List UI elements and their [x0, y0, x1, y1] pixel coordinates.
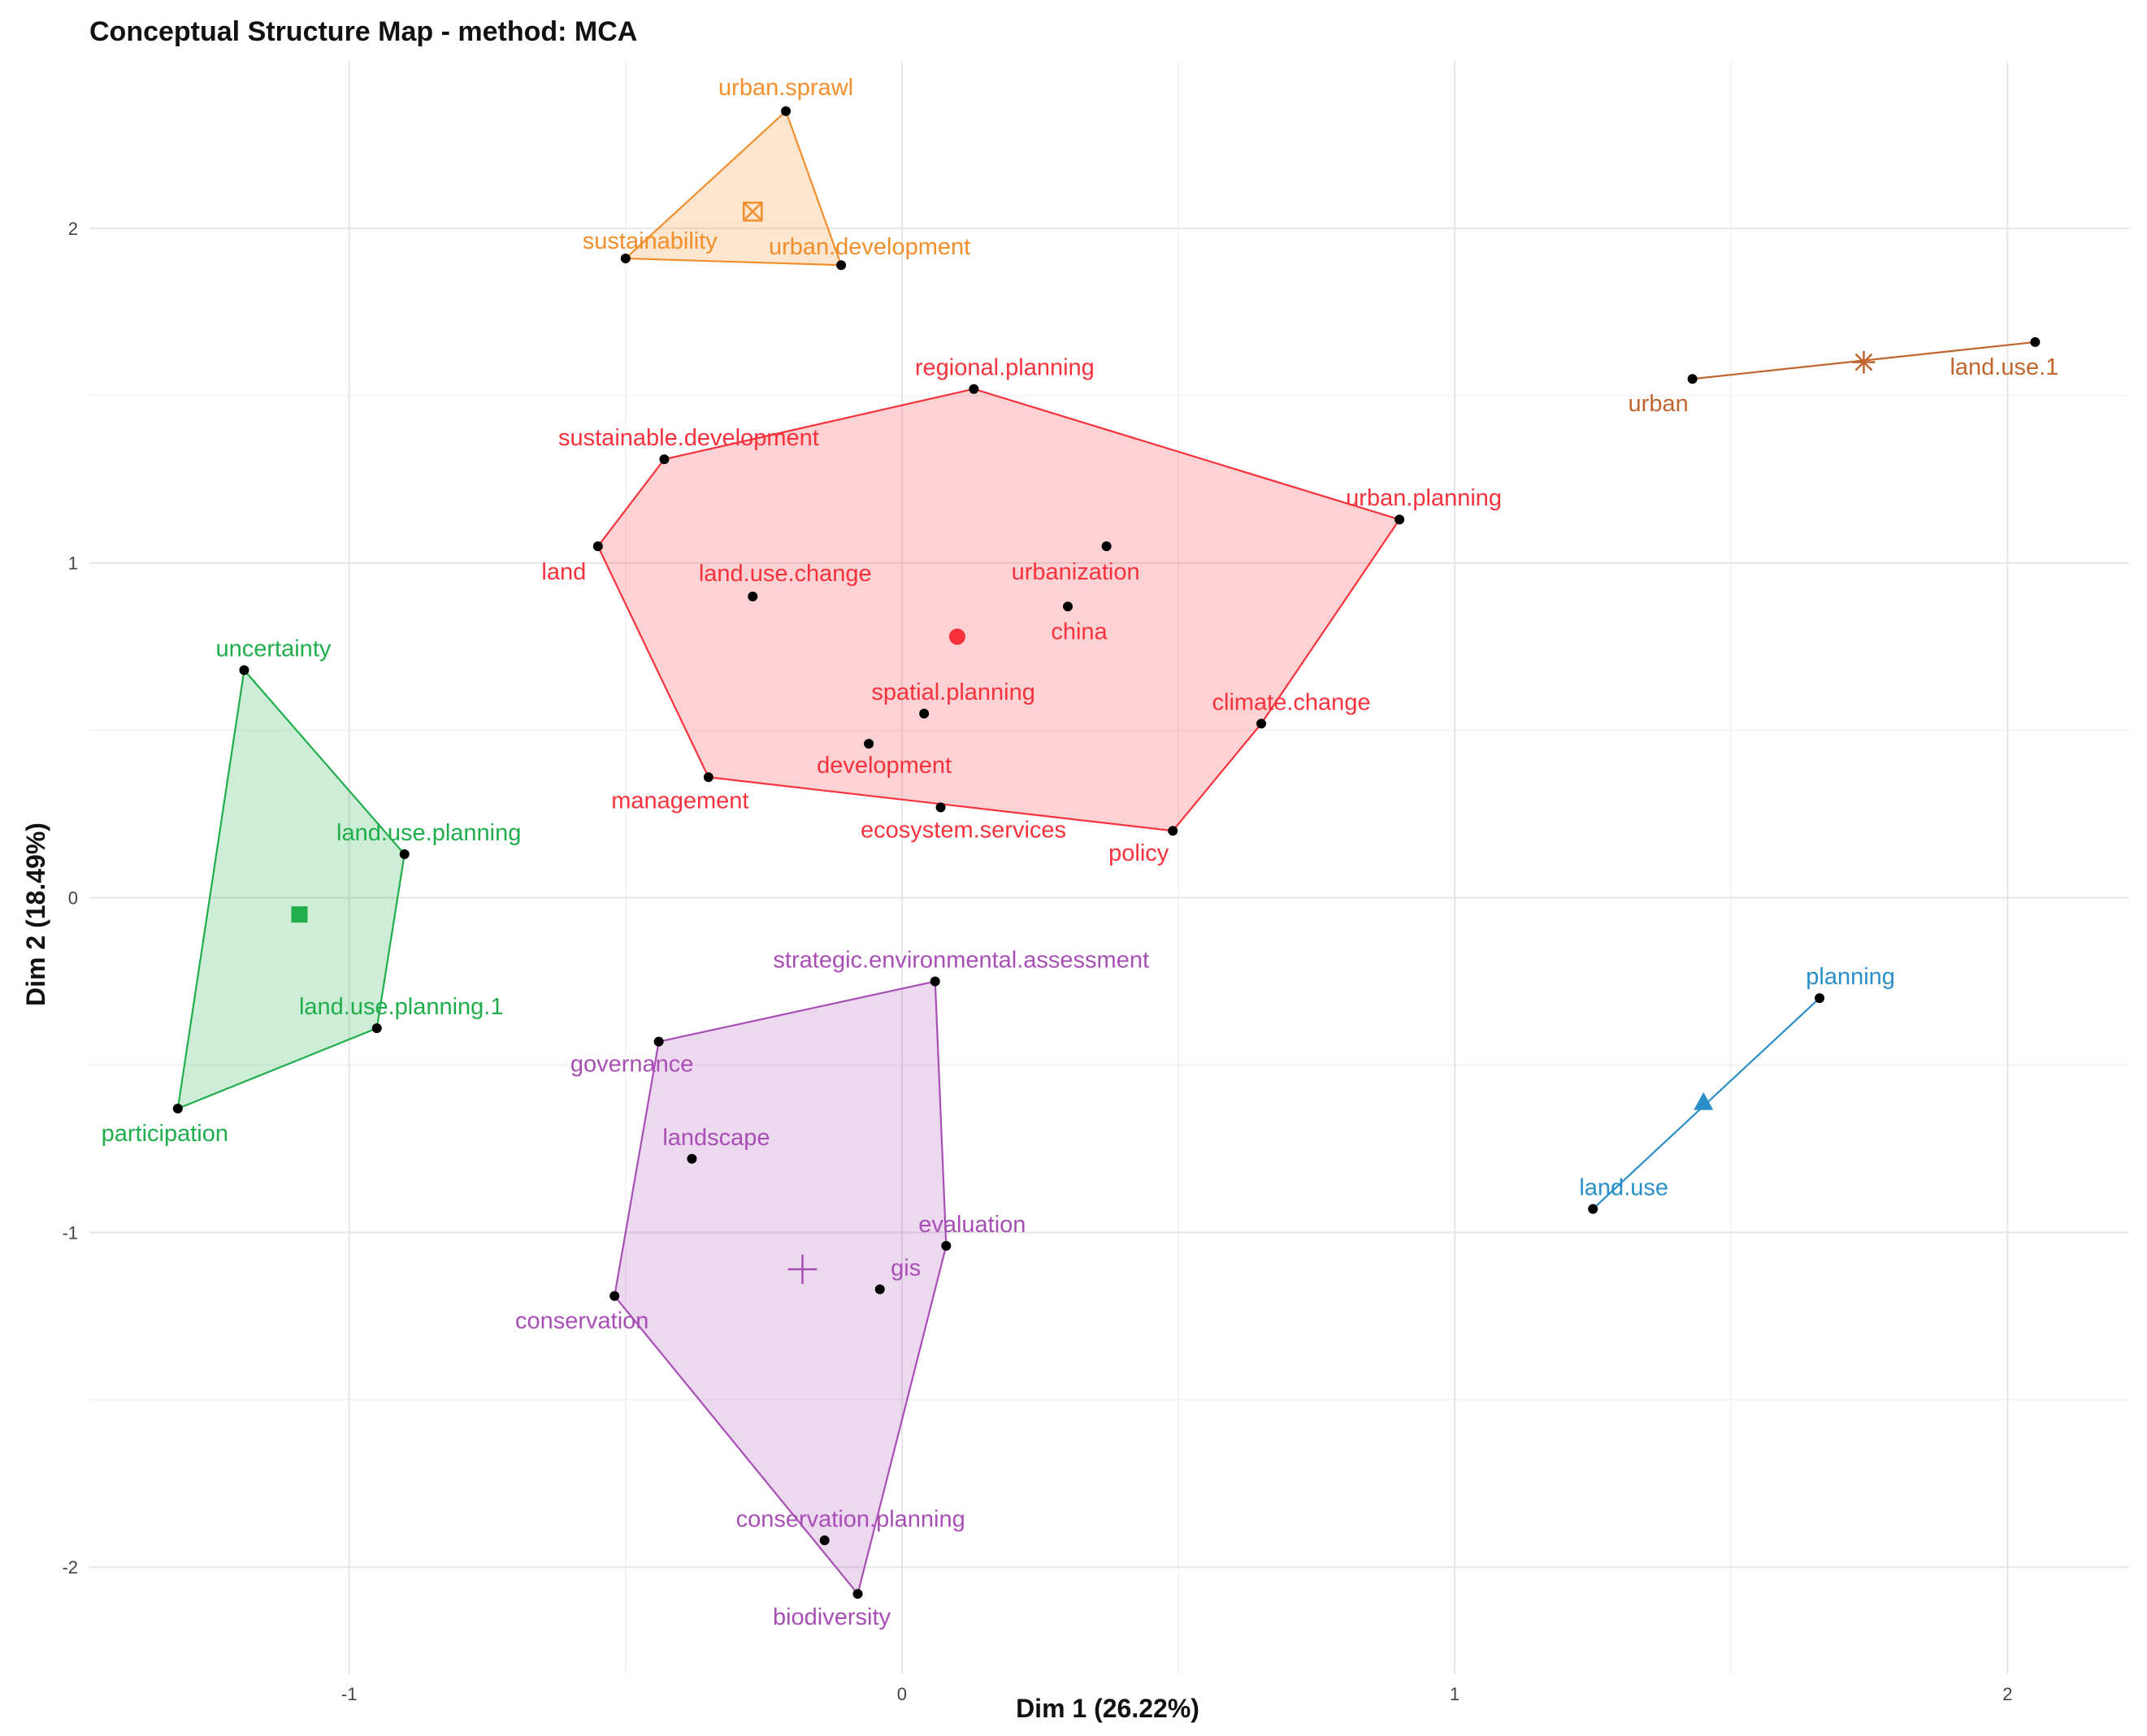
cluster-centroid — [291, 906, 308, 923]
x-tick-label: -1 — [341, 1684, 358, 1704]
data-point — [852, 1589, 863, 1599]
data-point — [819, 1535, 830, 1546]
point-label: strategic.environmental.assessment — [773, 948, 1149, 974]
data-point — [1815, 993, 1825, 1004]
cluster-centroid-cross — [743, 202, 763, 222]
data-point — [969, 384, 979, 394]
data-point — [1256, 718, 1267, 729]
data-point — [239, 665, 249, 675]
cluster-centroid — [1694, 1092, 1714, 1110]
data-point — [930, 976, 940, 987]
point-label: regional.planning — [915, 355, 1095, 381]
data-point — [1062, 601, 1073, 612]
point-label: land.use.planning — [336, 820, 521, 846]
data-point — [874, 1284, 885, 1295]
point-label: sustainable.development — [558, 425, 819, 451]
point-label: development — [817, 753, 952, 779]
point-label: management — [611, 788, 748, 814]
data-point — [703, 772, 713, 783]
data-point — [1101, 541, 1112, 552]
data-point — [659, 454, 670, 465]
cluster-centroid — [743, 202, 763, 222]
y-tick-label: 0 — [68, 888, 78, 909]
point-label: planning — [1806, 964, 1895, 990]
y-tick-label: 1 — [68, 553, 78, 574]
y-tick-label: -1 — [62, 1222, 78, 1243]
data-point — [781, 106, 792, 116]
point-label: ecosystem.services — [861, 817, 1066, 843]
y-tick-label: 2 — [68, 219, 78, 239]
data-point — [609, 1291, 620, 1301]
point-label: urban.sprawl — [718, 75, 853, 101]
y-axis-title: Dim 2 (18.49%) — [21, 822, 50, 1006]
point-label: gis — [891, 1255, 921, 1281]
data-point — [1588, 1204, 1598, 1214]
data-points — [172, 106, 2041, 1599]
point-label: urban — [1629, 391, 1689, 417]
data-point — [836, 260, 847, 271]
cluster-centroid — [787, 1254, 818, 1284]
data-point — [941, 1240, 952, 1251]
point-labels: urban.sprawl sustainability urban.developm… — [102, 75, 2059, 1630]
point-label: china — [1051, 618, 1108, 644]
cluster-hulls — [176, 109, 2036, 1596]
point-label: spatial.planning — [871, 679, 1035, 705]
point-label: urban.development — [769, 234, 970, 260]
x-tick-label: 2 — [2002, 1684, 2012, 1704]
point-label: conservation — [515, 1309, 648, 1335]
cluster-hull-5 — [614, 980, 948, 1596]
point-label: land.use.1 — [1950, 354, 2058, 380]
cluster-hull-4 — [176, 668, 406, 1110]
point-label: biodiversity — [773, 1604, 891, 1630]
y-tick-label: -2 — [62, 1557, 78, 1578]
point-label: land.use.change — [699, 561, 872, 587]
cluster-centroid — [1852, 350, 1876, 374]
data-point — [748, 591, 758, 601]
x-tick-label: 0 — [897, 1684, 907, 1704]
cluster-hull-2 — [596, 388, 1401, 832]
data-point — [2030, 336, 2041, 347]
chart-title: Conceptual Structure Map - method: MCA — [89, 16, 637, 47]
x-axis-title: Dim 1 (26.22%) — [1016, 1694, 1199, 1723]
point-label: policy — [1108, 840, 1169, 866]
data-point — [1687, 374, 1698, 384]
point-label: sustainability — [583, 228, 718, 254]
data-point — [653, 1036, 664, 1047]
point-label: landscape — [662, 1125, 770, 1151]
point-label: uncertainty — [216, 636, 332, 662]
x-tick-label: 1 — [1450, 1684, 1460, 1704]
point-label: land — [541, 559, 586, 585]
data-point — [371, 1023, 382, 1034]
data-point — [864, 739, 874, 749]
point-label: land.use.planning.1 — [299, 994, 504, 1020]
point-label: evaluation — [918, 1212, 1026, 1238]
point-label: urbanization — [1012, 559, 1140, 585]
data-point — [1394, 514, 1405, 525]
data-point — [399, 849, 410, 860]
point-label: conservation.planning — [736, 1506, 965, 1532]
grid — [89, 61, 2129, 1674]
point-label: participation — [102, 1121, 228, 1147]
point-label: land.use — [1579, 1175, 1668, 1201]
cluster-centroid — [948, 628, 965, 645]
data-point — [1168, 826, 1178, 836]
axis-ticks: -1 0 1 2 -2 -1 0 1 2 — [62, 219, 2012, 1704]
data-point — [935, 802, 946, 813]
data-point — [919, 709, 930, 719]
cluster-hull-1 — [623, 109, 843, 267]
data-point — [172, 1104, 183, 1114]
data-point — [620, 253, 631, 263]
data-point — [592, 541, 603, 552]
data-point — [687, 1153, 697, 1164]
point-label: governance — [570, 1052, 694, 1078]
point-label: urban.planning — [1346, 485, 1502, 511]
point-label: climate.change — [1212, 689, 1371, 715]
